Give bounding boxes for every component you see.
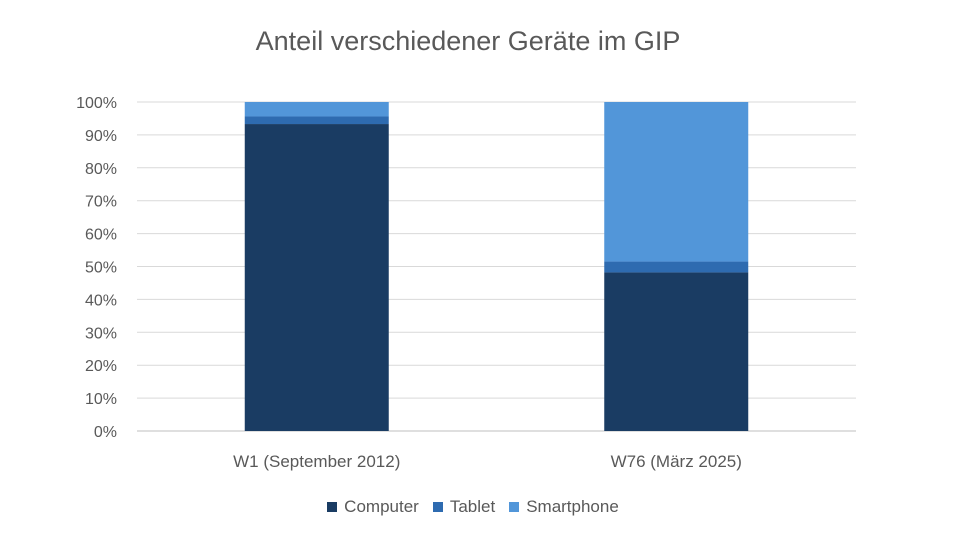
- bar-segment-smartphone: [604, 102, 749, 262]
- chart-title: Anteil verschiedener Geräte im GIP: [255, 26, 681, 56]
- y-tick-label: 100%: [76, 95, 117, 112]
- bar-segment-tablet: [244, 116, 389, 125]
- legend-item-computer: Computer: [327, 497, 419, 517]
- x-category-label: W1 (September 2012): [233, 452, 400, 471]
- legend-label-computer: Computer: [344, 497, 419, 516]
- legend-swatch-computer: [327, 502, 338, 512]
- x-category-label: W76 (März 2025): [611, 452, 742, 471]
- y-tick-label: 90%: [85, 128, 117, 145]
- legend-swatch-tablet: [432, 502, 443, 512]
- bar-segment-smartphone: [244, 102, 389, 117]
- y-tick-label: 30%: [85, 325, 117, 342]
- legend: Computer Tablet Smartphone: [0, 497, 946, 517]
- bar-segment-computer: [604, 272, 749, 431]
- bar-segment-tablet: [604, 261, 749, 273]
- y-tick-label: 40%: [85, 292, 117, 309]
- y-tick-label: 0%: [94, 424, 117, 441]
- legend-item-tablet: Tablet: [432, 497, 496, 517]
- legend-label-smartphone: Smartphone: [526, 497, 619, 516]
- y-tick-label: 20%: [85, 358, 117, 375]
- legend-swatch-smartphone: [509, 502, 520, 512]
- y-tick-label: 50%: [85, 260, 117, 277]
- y-tick-label: 70%: [85, 194, 117, 211]
- legend-label-tablet: Tablet: [449, 497, 496, 516]
- y-tick-label: 80%: [85, 161, 117, 178]
- y-tick-label: 60%: [85, 227, 117, 244]
- y-tick-label: 10%: [85, 391, 117, 408]
- legend-item-smartphone: Smartphone: [509, 497, 619, 517]
- bar-segment-computer: [244, 124, 389, 431]
